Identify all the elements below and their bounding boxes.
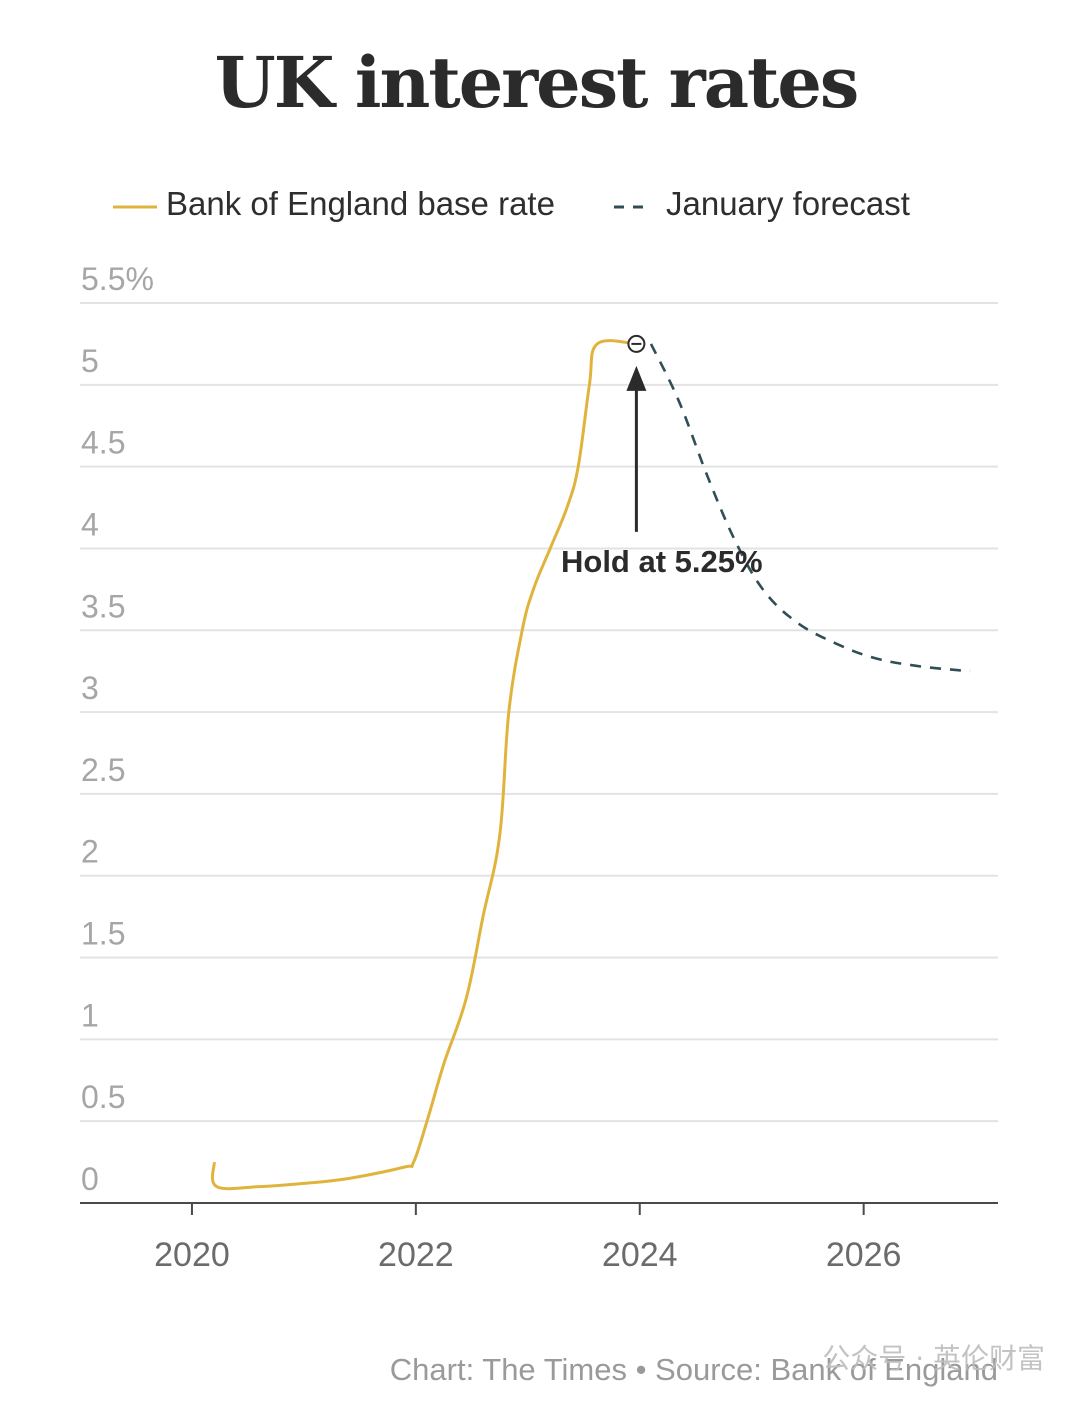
gridlines <box>80 302 998 1123</box>
y-tick-label: 4.5 <box>81 425 125 461</box>
x-tick-label: 2024 <box>602 1236 678 1274</box>
y-tick-label: 2 <box>81 834 99 870</box>
annotation-arrow-head <box>626 365 647 391</box>
x-tick-label: 2022 <box>378 1236 454 1274</box>
y-tick-label: 4 <box>81 506 99 542</box>
y-tick-label: 1 <box>81 997 99 1033</box>
y-tick-label: 5 <box>81 343 99 379</box>
x-tick-label: 2020 <box>154 1236 230 1274</box>
y-tick-label: 0.5 <box>81 1079 125 1115</box>
x-tick-label: 2026 <box>826 1236 902 1274</box>
y-tick-label: 5.5% <box>81 261 154 297</box>
y-tick-label: 1.5 <box>81 916 125 952</box>
series-lines <box>210 339 971 1191</box>
watermark: 公众号 · 英伦财富 <box>822 1342 1045 1375</box>
y-axis-ticks: 0 0.5 1 1.5 2 2.5 3 3.5 4 4.5 5 5.5% <box>81 261 154 1197</box>
annotation: Hold at 5.25% <box>561 334 763 579</box>
chart-title: UK interest rates <box>215 41 858 124</box>
y-tick-label: 3 <box>81 670 99 706</box>
series-line-base-rate <box>210 339 637 1191</box>
legend: Bank of England base rate January foreca… <box>113 185 910 222</box>
x-axis: 2020 2022 2024 2026 <box>80 1202 998 1274</box>
legend-label-forecast: January forecast <box>666 185 910 222</box>
y-tick-label: 3.5 <box>81 588 125 624</box>
legend-label-base-rate: Bank of England base rate <box>166 185 555 222</box>
annotation-label: Hold at 5.25% <box>561 544 763 579</box>
y-tick-label: 2.5 <box>81 752 125 788</box>
chart-footer: Chart: The Times • Source: Bank of Engla… <box>390 1352 998 1387</box>
y-tick-label: 0 <box>81 1161 99 1197</box>
series-line-forecast <box>649 343 971 673</box>
